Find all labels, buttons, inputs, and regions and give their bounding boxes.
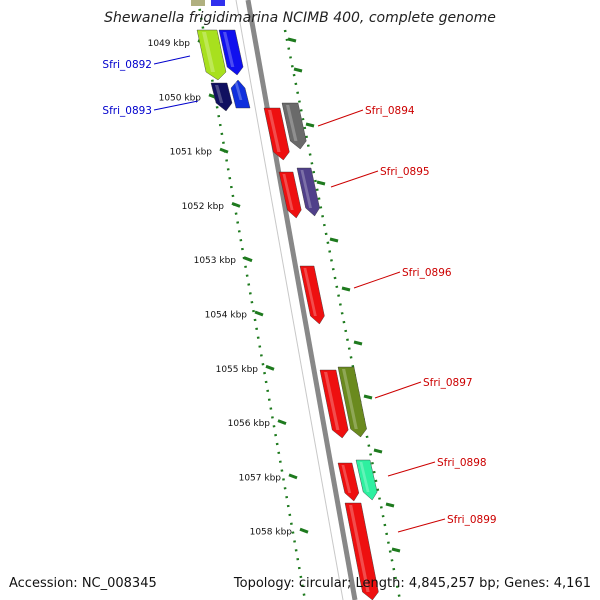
map-title: Shewanella frigidimarina NCIMB 400, comp… <box>104 10 496 26</box>
kbp-label: 1056 kbp <box>228 419 271 429</box>
kbp-label: 1053 kbp <box>194 256 237 266</box>
outer-ring-tick <box>329 237 339 243</box>
kbp-tick <box>299 527 309 534</box>
kbp-label: 1054 kbp <box>205 311 248 321</box>
gene-leader-line <box>330 170 379 188</box>
gene-feature <box>319 369 349 439</box>
gene-feature <box>337 462 360 502</box>
labels-layer: 1049 kbp 1050 kbp 1051 kbp 1052 kbp 1053 kbp… <box>102 39 496 538</box>
backbone-track <box>245 0 358 600</box>
gene-feature <box>281 102 307 150</box>
kbp-tick <box>288 473 298 480</box>
gene-leader-line <box>153 100 199 111</box>
partial-gene-feature <box>211 0 225 6</box>
gene-leader-line <box>317 109 364 127</box>
kbp-label: 1058 kbp <box>250 528 293 538</box>
gene-label: Sfri_0894 <box>365 105 415 117</box>
outer-ring-tick <box>363 394 373 400</box>
kbp-tick <box>231 201 241 208</box>
gene-label: Sfri_0893 <box>102 105 152 117</box>
gene-feature <box>210 82 233 112</box>
backbone-inner-edge <box>235 0 344 600</box>
kbp-tick <box>265 364 275 371</box>
kbp-tick <box>277 419 287 426</box>
kbp-tick <box>219 147 229 154</box>
gene-label: Sfri_0896 <box>402 267 452 279</box>
kbp-label: 1049 kbp <box>148 39 191 49</box>
outer-ring-tick <box>341 286 351 292</box>
kbp-label: 1057 kbp <box>239 473 282 483</box>
features-layer <box>191 0 379 600</box>
outer-ring-tick <box>287 37 297 43</box>
kbp-label: 1052 kbp <box>182 202 225 212</box>
kbp-tick <box>243 256 253 263</box>
gene-label: Sfri_0897 <box>423 377 473 389</box>
gene-label: Sfri_0898 <box>437 457 487 469</box>
gene-leader-line <box>153 55 191 65</box>
gene-feature <box>218 29 244 76</box>
gene-feature <box>263 107 290 161</box>
gene-feature <box>230 79 251 109</box>
kbp-label: 1051 kbp <box>170 148 213 158</box>
outer-ring-tick <box>391 547 401 553</box>
gene-leader-line <box>387 461 436 477</box>
kbp-label: 1050 kbp <box>159 93 202 103</box>
partial-gene-feature <box>191 0 205 6</box>
outer-ring-tick <box>373 448 383 454</box>
gene-leader-line <box>374 381 422 399</box>
outer-ring-tick <box>353 340 363 346</box>
kbp-tick <box>254 310 264 317</box>
gene-feature <box>196 29 227 81</box>
gene-feature <box>344 502 379 600</box>
gene-label: Sfri_0892 <box>102 59 152 71</box>
gene-feature <box>337 366 367 438</box>
summary-text: Topology: circular; Length: 4,845,257 bp… <box>233 576 591 591</box>
gene-label: Sfri_0895 <box>380 166 430 178</box>
kbp-label: 1055 kbp <box>216 365 259 375</box>
outer-ring-tick <box>305 122 315 128</box>
gene-leader-line <box>353 271 401 289</box>
gene-feature <box>278 171 302 219</box>
outer-ring-tick <box>316 180 326 186</box>
gene-label: Sfri_0899 <box>447 514 497 526</box>
gene-feature <box>299 265 325 325</box>
gene-feature <box>296 167 320 217</box>
accession-text: Accession: NC_008345 <box>9 576 157 591</box>
gene-feature <box>355 459 378 501</box>
gene-leader-line <box>397 518 446 533</box>
tracks-layer <box>196 0 402 600</box>
outer-ring-tick <box>385 502 395 508</box>
outer-ring-tick <box>293 67 303 73</box>
